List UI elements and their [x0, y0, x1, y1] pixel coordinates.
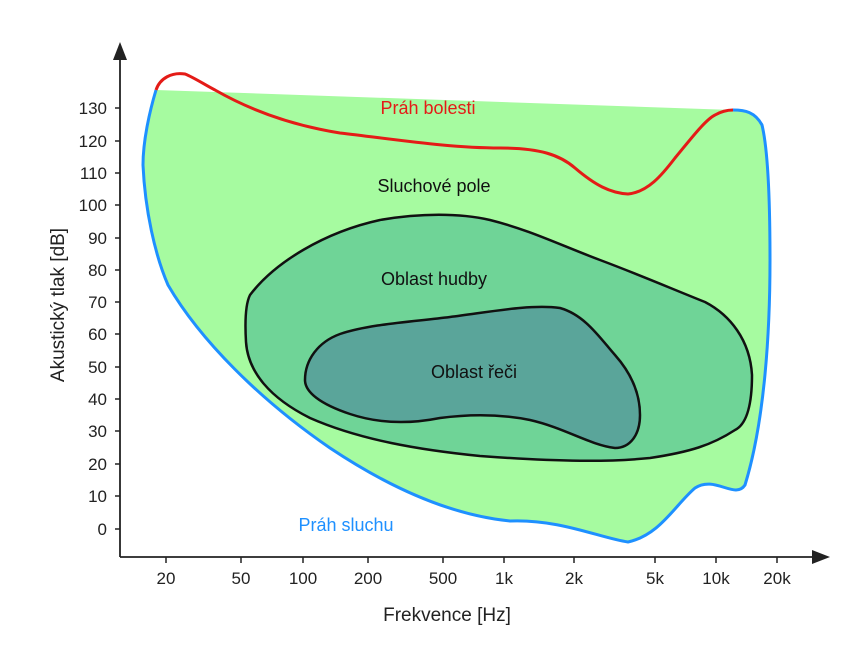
y-tick-label: 70: [88, 293, 107, 312]
x-tick-label: 200: [354, 569, 382, 588]
hearing-threshold-curve: [141, 89, 772, 544]
y-tick-label: 110: [80, 164, 107, 183]
x-tick-label: 20k: [763, 569, 791, 588]
y-tick-label: 40: [88, 390, 107, 409]
y-tick-label: 30: [88, 422, 107, 441]
x-tick-label: 100: [289, 569, 317, 588]
x-axis-tick-labels: 20 50 100 200 500 1k 2k 5k 10k 20k: [157, 569, 792, 588]
speech-area: [303, 305, 642, 450]
x-tick-label: 1k: [495, 569, 513, 588]
y-tick-label: 80: [88, 261, 107, 280]
hearing-field-label: Sluchové pole: [377, 176, 490, 196]
speech-area-label: Oblast řeči: [431, 362, 517, 382]
y-tick-label: 120: [79, 132, 107, 151]
x-tick-label: 500: [429, 569, 457, 588]
y-axis-title: Akustický tlak [dB]: [48, 228, 69, 382]
x-tick-label: 2k: [565, 569, 583, 588]
y-axis-ticks: [115, 107, 120, 530]
x-axis-ticks: [165, 557, 778, 563]
y-tick-label: 130: [79, 99, 107, 118]
y-tick-label: 20: [88, 455, 107, 474]
x-axis-arrowhead: [812, 550, 830, 564]
y-tick-label: 50: [88, 358, 107, 377]
y-tick-label: 90: [88, 229, 107, 248]
x-tick-label: 10k: [702, 569, 730, 588]
hearing-threshold-label: Práh sluchu: [298, 515, 393, 535]
y-axis-tick-labels: 0 10 20 30 40 50 60 70 80 90 100 110 120…: [79, 99, 107, 539]
x-tick-label: 5k: [646, 569, 664, 588]
y-tick-label: 60: [88, 325, 107, 344]
y-axis-arrowhead: [113, 42, 127, 60]
y-tick-label: 10: [88, 487, 107, 506]
pain-threshold-curve: [154, 72, 734, 196]
x-tick-label: 20: [157, 569, 176, 588]
x-axis-title: Frekvence [Hz]: [383, 605, 511, 626]
music-area-label: Oblast hudby: [381, 269, 487, 289]
y-tick-label: 100: [79, 196, 107, 215]
x-tick-label: 50: [232, 569, 251, 588]
pain-threshold-label: Práh bolesti: [380, 98, 475, 118]
y-tick-label: 0: [98, 520, 107, 539]
